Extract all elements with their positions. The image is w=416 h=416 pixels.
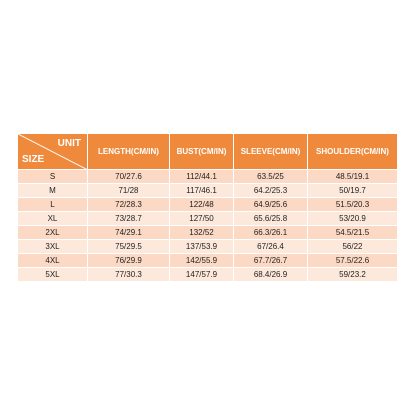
size-cell: 5XL: [18, 268, 88, 282]
size-cell: L: [18, 198, 88, 212]
value-cell: 50/19.7: [308, 184, 398, 198]
value-cell: 59/23.2: [308, 268, 398, 282]
corner-cell: UNIT SIZE: [18, 134, 88, 170]
size-cell: XL: [18, 212, 88, 226]
value-cell: 76/29.9: [88, 254, 170, 268]
value-cell: 53/20.9: [308, 212, 398, 226]
value-cell: 73/28.7: [88, 212, 170, 226]
column-header: BUST(CM/IN): [170, 134, 234, 170]
value-cell: 72/28.3: [88, 198, 170, 212]
value-cell: 56/22: [308, 240, 398, 254]
value-cell: 147/57.9: [170, 268, 234, 282]
value-cell: 63.5/25: [234, 170, 308, 184]
value-cell: 127/50: [170, 212, 234, 226]
value-cell: 64.9/25.6: [234, 198, 308, 212]
column-header: SHOULDER(CM/IN): [308, 134, 398, 170]
size-cell: 2XL: [18, 226, 88, 240]
value-cell: 142/55.9: [170, 254, 234, 268]
value-cell: 137/53.9: [170, 240, 234, 254]
value-cell: 67.7/26.7: [234, 254, 308, 268]
value-cell: 65.6/25.8: [234, 212, 308, 226]
corner-bottom: SIZE: [22, 154, 45, 165]
value-cell: 75/29.5: [88, 240, 170, 254]
size-cell: 4XL: [18, 254, 88, 268]
value-cell: 74/29.1: [88, 226, 170, 240]
value-cell: 67/26.4: [234, 240, 308, 254]
value-cell: 48.5/19.1: [308, 170, 398, 184]
value-cell: 57.5/22.6: [308, 254, 398, 268]
value-cell: 68.4/26.9: [234, 268, 308, 282]
value-cell: 71/28: [88, 184, 170, 198]
value-cell: 117/46.1: [170, 184, 234, 198]
value-cell: 64.2/25.3: [234, 184, 308, 198]
value-cell: 77/30.3: [88, 268, 170, 282]
corner-diagonal: [18, 134, 88, 170]
column-header: LENGTH(CM/IN): [88, 134, 170, 170]
column-header: SLEEVE(CM/IN): [234, 134, 308, 170]
value-cell: 122/48: [170, 198, 234, 212]
corner-top: UNIT: [57, 138, 81, 149]
value-cell: 70/27.6: [88, 170, 170, 184]
value-cell: 132/52: [170, 226, 234, 240]
value-cell: 66.3/26.1: [234, 226, 308, 240]
size-cell: 3XL: [18, 240, 88, 254]
size-cell: S: [18, 170, 88, 184]
value-cell: 54.5/21.5: [308, 226, 398, 240]
size-table: UNIT SIZE LENGTH(CM/IN) BUST(CM/IN) SLEEVE…: [18, 134, 398, 282]
value-cell: 112/44.1: [170, 170, 234, 184]
size-cell: M: [18, 184, 88, 198]
value-cell: 51.5/20.3: [308, 198, 398, 212]
